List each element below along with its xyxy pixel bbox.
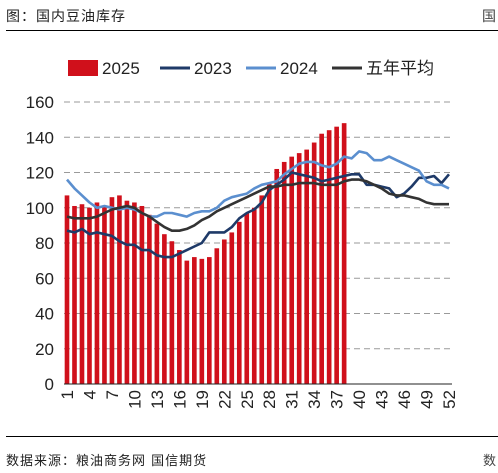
y-tick-label-20: 20 [35, 340, 54, 359]
legend-swatch-2025 [68, 60, 98, 76]
x-tick-label-49: 49 [418, 390, 437, 409]
axes: 0 20 40 60 80 100 120 140 160 1 4 7 10 13 16 19 22 25 28 31… [26, 93, 459, 409]
figure-title: 图：国内豆油库存 [6, 9, 126, 25]
series-lines [66, 150, 450, 259]
x-tick-label-25: 25 [238, 390, 257, 409]
bar-2025-3 [79, 204, 85, 384]
legend: 2025 2023 2024 五年平均 [68, 59, 434, 78]
y-tick-label-0: 0 [45, 375, 54, 394]
bar-2025-17 [184, 260, 190, 384]
y-tick-label-140: 140 [26, 128, 54, 147]
bar-2025-33 [304, 149, 310, 384]
bar-2025-31 [289, 156, 295, 384]
bar-2025-21 [214, 248, 220, 384]
bar-2025-9 [124, 200, 130, 384]
bar-2025-23 [229, 232, 235, 384]
x-tick-label-52: 52 [440, 390, 459, 409]
y-tick-label-100: 100 [26, 199, 54, 218]
legend-label-2023: 2023 [194, 59, 232, 78]
bar-2025-25 [244, 213, 250, 384]
x-tick-label-28: 28 [260, 390, 279, 409]
x-tick-label-1: 1 [58, 390, 77, 399]
bar-2025-19 [199, 258, 205, 384]
top-rule [6, 30, 498, 31]
legend-label-2025: 2025 [102, 59, 140, 78]
bar-2025-37 [334, 126, 339, 385]
bar-2025-26 [251, 207, 257, 384]
bar-2025-8 [117, 195, 122, 384]
bar-2025-18 [192, 257, 197, 384]
bar-2025-22 [221, 239, 227, 384]
bar-2025-5 [94, 202, 100, 384]
y-tick-label-80: 80 [35, 234, 54, 253]
grid [64, 101, 452, 350]
bar-2025-38 [341, 123, 347, 385]
bar-2025-12 [147, 214, 152, 384]
bar-2025-7 [109, 197, 115, 384]
corner-text-bottom: 数 [482, 454, 496, 469]
bar-2025-15 [169, 241, 175, 384]
bars-2025 [64, 123, 347, 385]
bar-2025-27 [259, 195, 265, 384]
bar-2025-20 [206, 257, 212, 384]
line-2024 [66, 150, 450, 218]
bar-2025-2 [72, 205, 77, 384]
bar-2025-10 [132, 202, 137, 384]
line-2023 [66, 171, 450, 259]
x-tick-label-34: 34 [305, 390, 324, 409]
bar-2025-1 [64, 195, 70, 384]
y-tick-label-60: 60 [35, 269, 54, 288]
bar-2025-30 [281, 161, 287, 384]
x-tick-label-37: 37 [328, 390, 347, 409]
y-tick-label-160: 160 [26, 93, 54, 112]
x-tick-label-40: 40 [350, 390, 369, 409]
bar-2025-36 [326, 130, 332, 384]
source-note: 数据来源：粮油商务网 国信期货 [6, 454, 208, 469]
bar-2025-34 [311, 142, 317, 384]
x-tick-label-10: 10 [125, 390, 144, 409]
bar-2025-32 [296, 153, 302, 384]
x-tick-label-7: 7 [103, 390, 122, 399]
line-五年平均 [66, 178, 449, 232]
bar-2025-29 [274, 168, 280, 384]
x-tick-label-31: 31 [283, 390, 302, 409]
y-tick-label-120: 120 [26, 164, 54, 183]
bar-2025-14 [162, 234, 167, 384]
x-tick-label-13: 13 [148, 390, 167, 409]
x-tick-label-4: 4 [80, 390, 99, 399]
bar-2025-28 [266, 183, 272, 384]
legend-label-五年平均: 五年平均 [366, 59, 434, 78]
x-tick-label-46: 46 [395, 390, 414, 409]
legend-label-2024: 2024 [280, 59, 318, 78]
bar-2025-13 [154, 223, 160, 384]
x-tick-label-19: 19 [193, 390, 212, 409]
x-tick-label-43: 43 [373, 390, 392, 409]
x-tick-label-22: 22 [215, 390, 234, 409]
corner-text-top: 国 [482, 9, 496, 25]
x-tick-label-16: 16 [170, 390, 189, 409]
bar-2025-4 [87, 207, 92, 384]
bar-2025-16 [177, 250, 182, 384]
bar-2025-35 [319, 133, 324, 384]
bar-2025-11 [139, 205, 145, 384]
bar-2025-6 [102, 205, 107, 384]
bottom-rule [6, 436, 498, 437]
bar-2025-24 [236, 221, 242, 384]
y-tick-label-40: 40 [35, 305, 54, 324]
